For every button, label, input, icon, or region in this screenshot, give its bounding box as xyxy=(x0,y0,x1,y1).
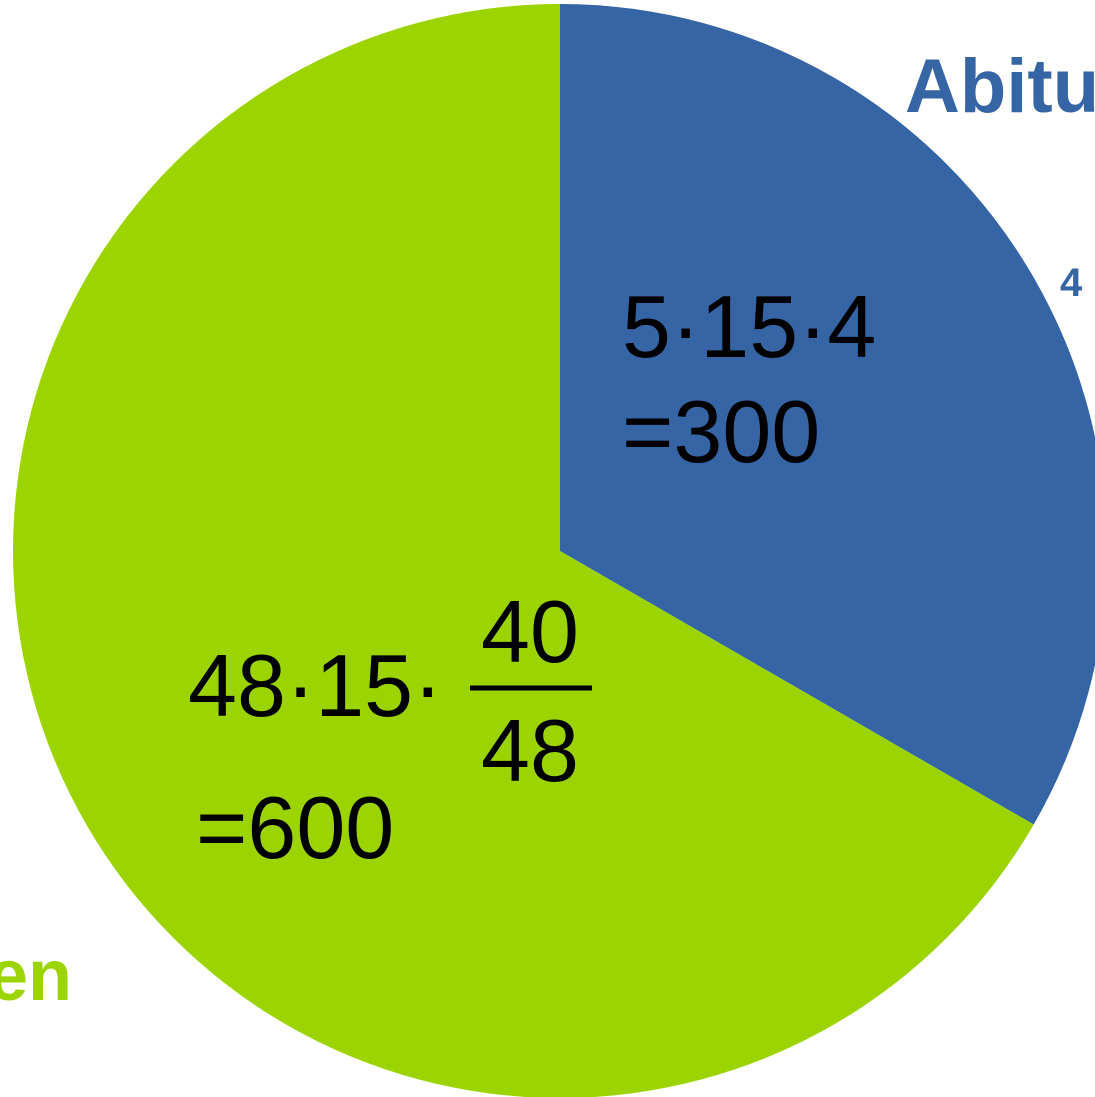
abitur-formula: 5·15·4 xyxy=(622,277,876,376)
other-formula-prefix: 48·15· xyxy=(188,636,442,735)
other-fraction-numerator: 40 xyxy=(481,582,579,681)
green-slice-label: en xyxy=(0,936,72,1016)
abitur-slice-label: Abitu xyxy=(905,44,1095,129)
pie-slice-abitur xyxy=(560,4,1095,825)
other-result: =600 xyxy=(196,778,394,877)
green-slice-sublabel: , xyxy=(92,1044,112,1097)
abitur-result: =300 xyxy=(622,382,820,481)
pie-slice-other xyxy=(13,4,1034,1097)
abitur-slice-sublabel: 4 xyxy=(1060,261,1083,305)
pie-slices xyxy=(13,4,1095,1097)
other-fraction-denominator: 48 xyxy=(481,701,579,800)
